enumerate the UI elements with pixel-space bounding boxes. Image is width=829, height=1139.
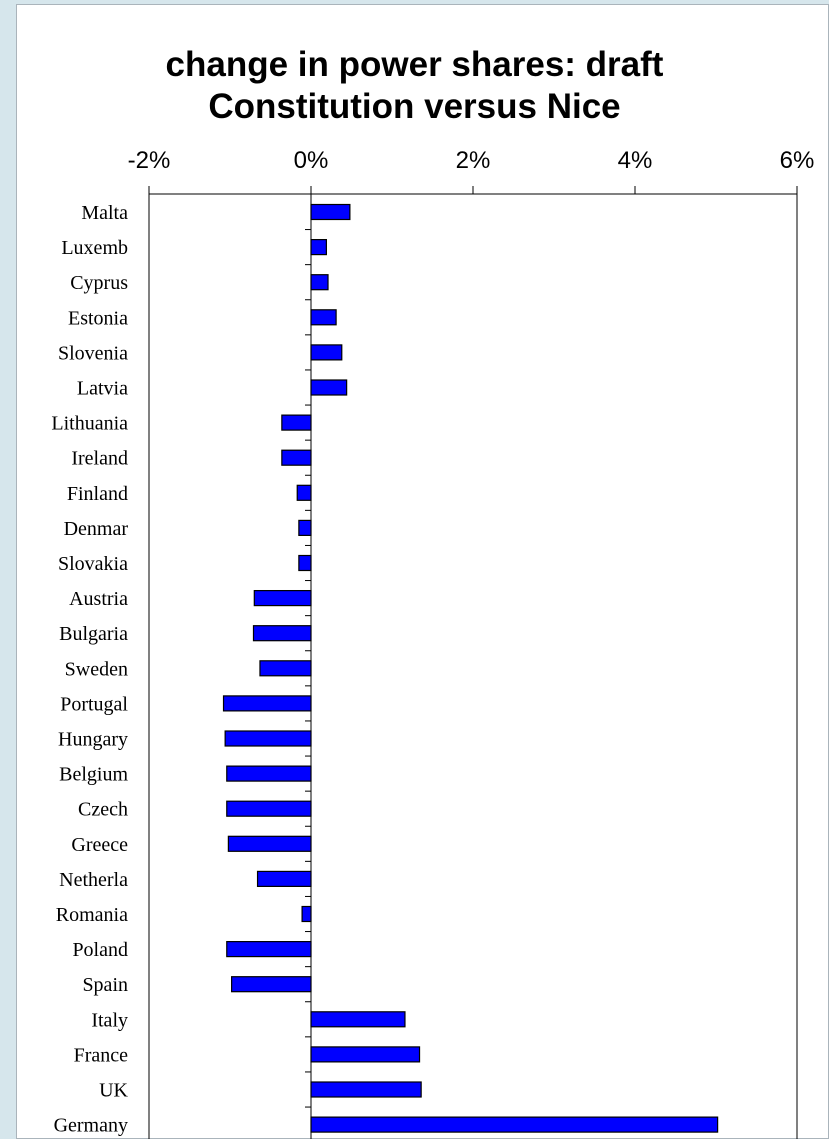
bar-italy bbox=[310, 1011, 406, 1028]
bar-belgium bbox=[226, 765, 312, 782]
category-label-france: France bbox=[74, 1044, 129, 1066]
bar-lithuania bbox=[281, 414, 312, 431]
bar-estonia bbox=[310, 309, 337, 326]
chart-frame bbox=[16, 4, 829, 1139]
category-label-greece: Greece bbox=[71, 834, 128, 856]
category-label-hungary: Hungary bbox=[58, 729, 128, 751]
category-label-czech: Czech bbox=[78, 799, 128, 821]
category-label-ireland: Ireland bbox=[71, 448, 128, 470]
bar-netherla bbox=[256, 870, 312, 888]
category-label-romania: Romania bbox=[56, 904, 128, 926]
bar-uk bbox=[310, 1081, 422, 1098]
bar-hungary bbox=[224, 730, 312, 747]
category-label-netherla: Netherla bbox=[59, 869, 128, 891]
bar-luxemb bbox=[310, 239, 327, 256]
x-tick-label: 4% bbox=[618, 147, 653, 174]
category-label-spain: Spain bbox=[82, 974, 128, 996]
bar-finland bbox=[296, 484, 312, 501]
chart-title: change in power shares: draft Constituti… bbox=[0, 44, 829, 128]
bar-denmar bbox=[298, 519, 312, 537]
category-label-austria: Austria bbox=[69, 588, 128, 610]
bar-slovenia bbox=[310, 344, 343, 361]
bar-austria bbox=[253, 589, 312, 607]
bar-czech bbox=[226, 800, 312, 817]
bar-romania bbox=[301, 905, 312, 923]
category-label-sweden: Sweden bbox=[65, 658, 128, 680]
chart-title-line-1: change in power shares: draft bbox=[165, 45, 664, 84]
bar-greece bbox=[227, 835, 312, 852]
category-label-bulgaria: Bulgaria bbox=[59, 623, 128, 645]
category-label-portugal: Portugal bbox=[60, 693, 128, 715]
bar-bulgaria bbox=[252, 625, 312, 642]
category-label-cyprus: Cyprus bbox=[70, 272, 128, 294]
x-tick-label: 6% bbox=[780, 147, 815, 174]
category-label-slovenia: Slovenia bbox=[58, 342, 128, 364]
bar-ireland bbox=[281, 449, 312, 466]
x-tick-label: -2% bbox=[128, 147, 171, 174]
x-tick-label: 0% bbox=[294, 147, 329, 174]
bar-slovakia bbox=[298, 554, 312, 572]
bar-portugal bbox=[222, 695, 312, 712]
category-label-finland: Finland bbox=[67, 483, 128, 505]
category-label-luxemb: Luxemb bbox=[61, 237, 128, 259]
category-label-germany: Germany bbox=[54, 1115, 128, 1137]
category-label-malta: Malta bbox=[81, 202, 128, 224]
bar-germany bbox=[310, 1116, 719, 1133]
category-label-estonia: Estonia bbox=[68, 307, 128, 329]
bar-sweden bbox=[259, 660, 312, 677]
bar-poland bbox=[226, 940, 312, 958]
x-tick-label: 2% bbox=[456, 147, 491, 174]
category-label-italy: Italy bbox=[91, 1009, 128, 1031]
bar-latvia bbox=[310, 379, 348, 396]
category-label-belgium: Belgium bbox=[59, 764, 128, 786]
category-label-denmar: Denmar bbox=[64, 518, 129, 540]
bar-cyprus bbox=[310, 274, 329, 291]
category-label-uk: UK bbox=[99, 1080, 128, 1102]
chart-title-line-2: Constitution versus Nice bbox=[208, 87, 621, 126]
category-label-lithuania: Lithuania bbox=[51, 413, 128, 435]
category-label-latvia: Latvia bbox=[77, 378, 128, 400]
bar-france bbox=[310, 1046, 421, 1063]
plot-area bbox=[148, 193, 798, 1139]
bar-spain bbox=[231, 976, 312, 993]
category-label-slovakia: Slovakia bbox=[58, 553, 128, 575]
bar-malta bbox=[310, 203, 351, 221]
category-label-poland: Poland bbox=[72, 939, 128, 961]
